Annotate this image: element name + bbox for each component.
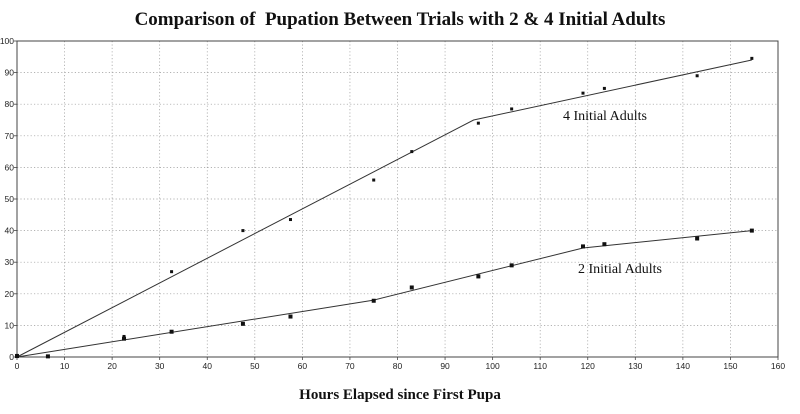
x-axis-title: Hours Elapsed since First Pupa: [299, 387, 501, 403]
data-point: [510, 107, 514, 111]
x-tick-label: 120: [581, 361, 595, 371]
y-tick-label: 70: [5, 131, 15, 141]
data-point: [695, 236, 700, 241]
y-tick-label: 50: [5, 194, 15, 204]
chart-title: Comparison of Pupation Between Trials wi…: [134, 9, 666, 30]
x-tick-label: 60: [298, 361, 308, 371]
data-point: [409, 285, 414, 290]
data-points: [15, 56, 754, 359]
data-point: [122, 336, 127, 341]
y-tick-label: 80: [5, 99, 15, 109]
data-point: [45, 354, 50, 359]
series-labels: 4 Initial Adults 2 Initial Adults: [563, 109, 662, 277]
data-point: [476, 121, 480, 125]
data-point: [580, 244, 585, 249]
x-tick-label: 150: [723, 361, 737, 371]
y-tick-label: 100: [0, 36, 14, 46]
data-point: [170, 270, 174, 274]
data-point: [602, 242, 607, 247]
grid-lines: [17, 41, 778, 357]
data-point: [241, 229, 245, 233]
data-point: [509, 263, 514, 268]
y-tick-label: 60: [5, 162, 15, 172]
trend-line-4-adults: [16, 59, 752, 358]
x-tick-label: 40: [203, 361, 213, 371]
tick-labels: 0 10 20 30 40 50 60 70 80 90 100 110 120 130 140 150 160…: [0, 36, 785, 371]
y-tick-label: 0: [9, 352, 14, 362]
data-point: [695, 74, 699, 78]
plot-axes: [14, 40, 779, 360]
trend-lines: [16, 59, 752, 358]
trend-line-2-adults: [16, 230, 752, 358]
data-point: [749, 228, 754, 233]
x-tick-label: 80: [393, 361, 403, 371]
series-label: 4 Initial Adults: [563, 109, 647, 124]
x-tick-label: 130: [628, 361, 642, 371]
x-tick-label: 90: [440, 361, 450, 371]
x-tick-label: 20: [107, 361, 117, 371]
x-tick-label: 0: [15, 361, 20, 371]
data-point: [410, 150, 414, 154]
y-tick-label: 10: [5, 320, 15, 330]
x-tick-label: 140: [676, 361, 690, 371]
data-point: [288, 314, 293, 319]
series-label: 2 Initial Adults: [578, 262, 662, 277]
data-point: [169, 329, 174, 334]
data-point: [476, 274, 481, 279]
data-point: [371, 298, 376, 303]
data-point: [602, 86, 606, 90]
x-tick-label: 100: [486, 361, 500, 371]
y-tick-label: 90: [5, 68, 15, 78]
x-tick-label: 70: [345, 361, 355, 371]
data-point: [581, 91, 585, 95]
y-tick-label: 30: [5, 257, 15, 267]
data-point: [240, 321, 245, 326]
data-point: [372, 178, 376, 182]
x-tick-label: 50: [250, 361, 260, 371]
data-point: [15, 354, 19, 359]
data-point: [122, 334, 126, 338]
x-tick-label: 110: [533, 361, 547, 371]
x-tick-label: 30: [155, 361, 165, 371]
data-point: [750, 56, 754, 60]
data-point: [288, 218, 292, 222]
x-tick-label: 160: [771, 361, 785, 371]
y-tick-label: 40: [5, 226, 15, 236]
y-tick-label: 20: [5, 289, 15, 299]
x-tick-label: 10: [60, 361, 70, 371]
